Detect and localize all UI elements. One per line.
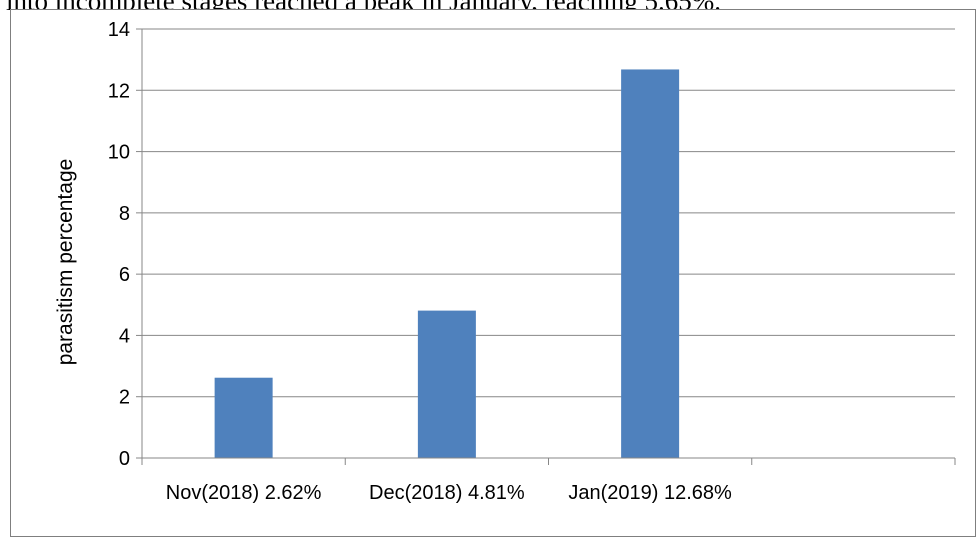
x-category-label: Nov(2018) 2.62%	[166, 482, 322, 504]
chart-frame	[10, 9, 976, 537]
y-tick-label: 2	[119, 387, 130, 409]
x-category-label: Jan(2019) 12.68%	[568, 482, 732, 504]
y-tick-label: 0	[119, 448, 130, 470]
y-tick-label: 12	[108, 80, 130, 102]
bar	[214, 377, 273, 458]
y-tick-label: 4	[119, 325, 130, 347]
gridlines	[142, 28, 955, 398]
y-tick-label: 14	[108, 19, 130, 41]
bar	[417, 310, 476, 458]
tick-labels: 0 2 4 6 8 10 12 14 Nov(2018) 2.62% Dec(2018) 4.81…	[108, 19, 732, 504]
bars	[214, 69, 680, 458]
y-tick-label: 6	[119, 264, 130, 286]
bar	[621, 69, 680, 458]
axes	[136, 28, 956, 465]
y-tick-label: 10	[108, 142, 130, 164]
y-axis-title: parasitism percentage	[54, 159, 77, 366]
y-tick-label: 8	[119, 203, 130, 225]
x-category-label: Dec(2018) 4.81%	[369, 482, 525, 504]
